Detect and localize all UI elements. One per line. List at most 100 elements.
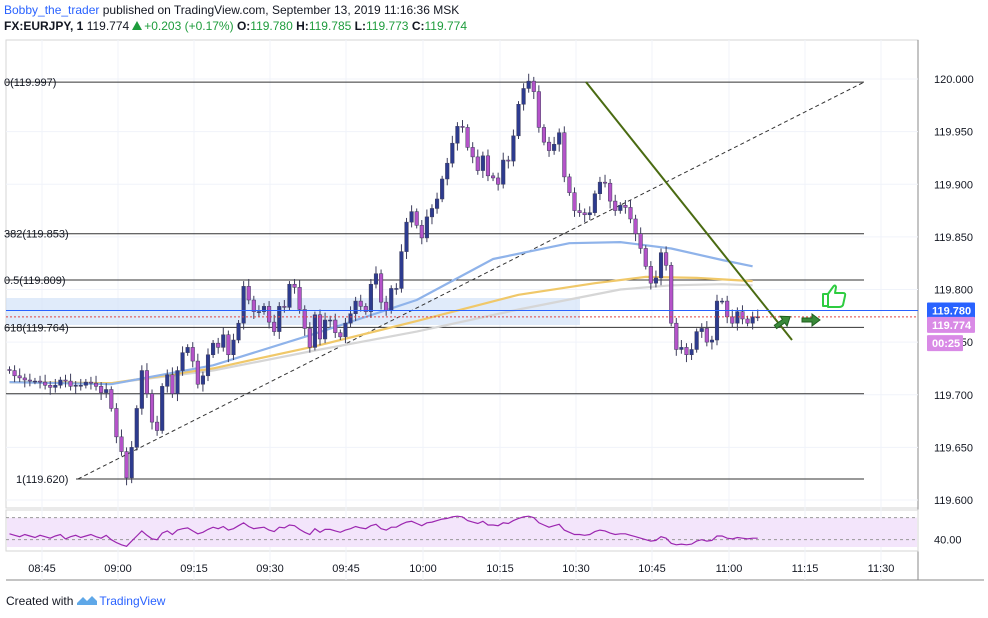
published-text: published on TradingView.com, September … — [102, 3, 460, 17]
candle-body — [302, 309, 307, 329]
price-tag — [927, 316, 975, 333]
candle-body — [552, 144, 557, 151]
fib-level-label: 618(119.764) — [4, 322, 69, 334]
candle-body — [653, 277, 658, 284]
candle-body — [272, 321, 277, 332]
candle-body — [88, 381, 93, 384]
candle-body — [623, 205, 628, 208]
rsi-axis-label: 40.00 — [934, 535, 962, 547]
price-axis-label: 119.850 — [934, 232, 973, 244]
candle-body — [251, 299, 256, 312]
price-axis-label: 120.000 — [934, 74, 974, 86]
candle-body — [674, 322, 679, 350]
candle-body — [689, 349, 694, 356]
candle-body — [333, 319, 338, 333]
price-axis-label: 119.600 — [934, 495, 973, 507]
candle-body — [597, 181, 602, 194]
candle-body — [180, 352, 185, 371]
open-value: 119.780 — [250, 19, 293, 33]
candle-body — [256, 311, 261, 313]
price-axis-label: 119.900 — [934, 179, 973, 191]
candle-body — [312, 314, 317, 348]
candle-body — [429, 208, 435, 218]
candle-body — [368, 283, 373, 312]
close-label: C: — [411, 19, 425, 33]
candle-body — [496, 177, 501, 185]
candle-body — [536, 91, 541, 128]
high-value: 119.785 — [308, 19, 352, 33]
author-link[interactable]: Bobby_the_trader — [4, 3, 100, 17]
candle-body — [297, 287, 302, 310]
candle-body — [506, 159, 511, 162]
publish-line: Bobby_the_trader published on TradingVie… — [4, 2, 984, 18]
tradingview-brand[interactable]: TradingView — [99, 594, 166, 608]
candle-body — [475, 156, 480, 171]
candle-body — [516, 104, 521, 137]
candle-body — [48, 385, 53, 388]
candle-body — [83, 381, 88, 386]
candle-body — [246, 286, 251, 301]
candle-body — [414, 211, 419, 226]
candle-body — [633, 218, 638, 234]
candle-body — [22, 377, 27, 381]
candle-body — [562, 132, 567, 178]
candle-body — [664, 252, 669, 266]
candle-body — [541, 127, 547, 143]
tradingview-logo-icon — [77, 596, 98, 605]
candle-body — [323, 319, 328, 340]
candle-body — [572, 192, 577, 211]
candle-body — [587, 212, 592, 216]
candle-body — [424, 216, 429, 239]
price-pane — [5, 39, 919, 509]
time-axis-label: 09:00 — [104, 563, 132, 575]
candle-body — [684, 347, 689, 356]
hand-pointer-icon — [773, 315, 791, 330]
fib-level-label: 1(119.620) — [16, 474, 68, 486]
price-tag — [927, 335, 963, 352]
candle-body — [399, 251, 404, 289]
candle-body — [236, 322, 241, 341]
candle-body — [602, 181, 608, 184]
candle-body — [119, 436, 124, 452]
candle-body — [435, 198, 440, 209]
candle-body — [730, 316, 735, 324]
price-axis-label: 119.800 — [934, 285, 973, 297]
candle-body — [73, 385, 78, 387]
candle-body — [557, 132, 562, 145]
candle-body — [307, 328, 312, 348]
candle-body — [185, 347, 190, 353]
candle-body — [608, 182, 613, 202]
candle-body — [149, 393, 155, 423]
price-tag — [927, 302, 975, 319]
candle-body — [373, 273, 379, 285]
thumbs-up-shape — [822, 284, 847, 308]
candle-body — [709, 339, 714, 343]
candle-body — [99, 386, 104, 393]
candle-body — [287, 283, 292, 308]
candle-body — [211, 342, 216, 356]
hand-pointer-icon — [801, 313, 821, 327]
candle-body — [267, 306, 272, 323]
candle-body — [658, 252, 664, 279]
candle-body — [226, 334, 231, 356]
candle-body — [63, 379, 68, 382]
price-axis-label: 119.650 — [934, 442, 973, 454]
candle-body — [358, 300, 363, 307]
price-tag-label: 119.774 — [932, 320, 972, 332]
candle-body — [704, 328, 709, 343]
price-axis-label: 119.950 — [934, 127, 973, 139]
candle-body — [511, 135, 516, 162]
rsi-line — [9, 515, 758, 547]
candle-body — [531, 80, 536, 92]
candle-body — [338, 332, 343, 338]
candle-body — [521, 88, 526, 105]
chart-header: Bobby_the_trader published on TradingVie… — [4, 2, 984, 34]
hand-shape — [801, 313, 821, 327]
candle-body — [628, 207, 633, 220]
candle-body — [124, 451, 129, 479]
fib-level-label: 382(119.853) — [4, 229, 69, 241]
candle-body — [638, 233, 643, 249]
candle-body — [679, 347, 684, 350]
candle-body — [144, 370, 149, 394]
